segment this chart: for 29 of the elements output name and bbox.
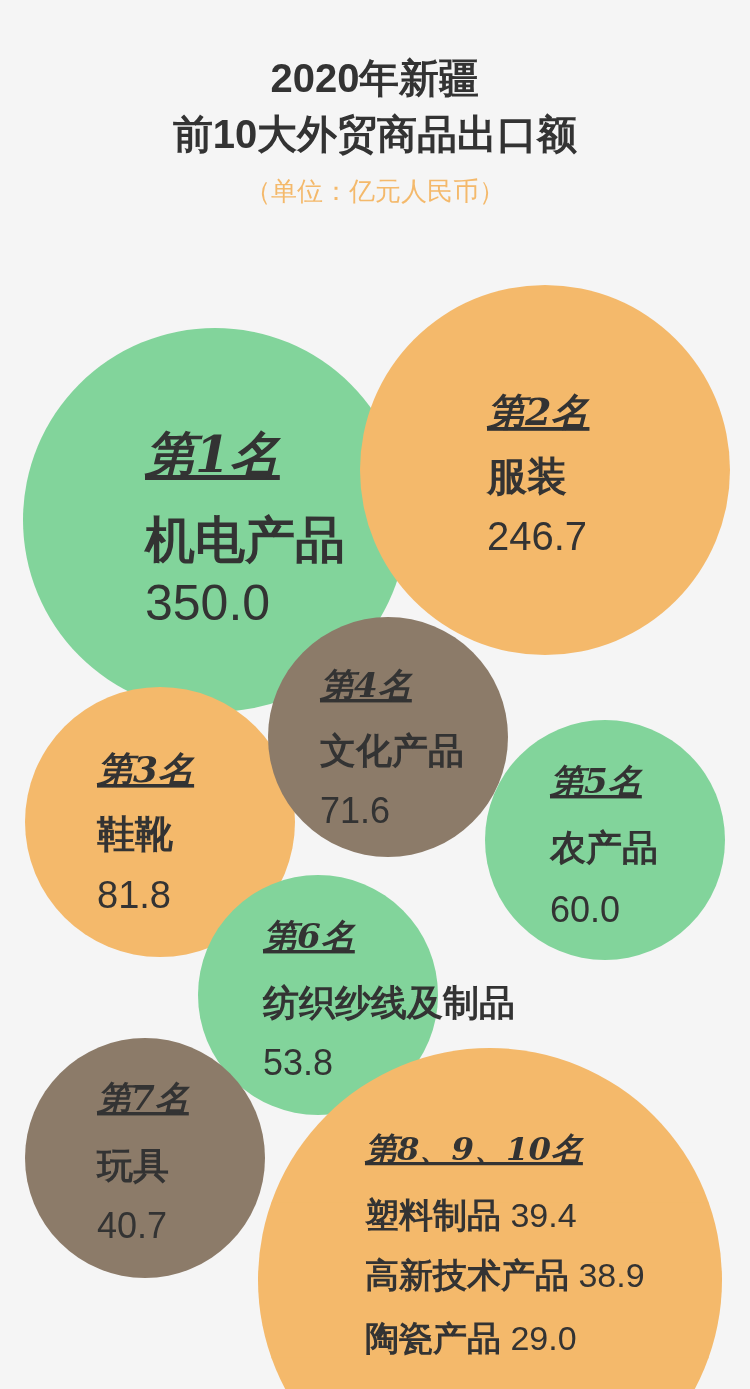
category-label: 机电产品 [143,512,345,568]
category-label: 陶瓷产品 [365,1319,501,1357]
category-label: 服装 [486,454,567,498]
data-label: 71.6 [320,790,391,831]
data-label: 53.8 [263,1042,334,1083]
data-label: 38.9 [569,1256,645,1294]
text: 第8、9、10名 [364,1130,585,1168]
category-label: 玩具 [95,1145,169,1186]
text: 第1名 [144,425,282,484]
category-label: 塑料制品 [364,1196,501,1234]
data-label: 246.7 [487,514,588,558]
text: 第5名 [549,761,643,801]
category-label: 农产品 [549,827,658,868]
data-label: 29.0 [501,1319,577,1357]
text: 第2名 [486,389,591,434]
data-label: 60.0 [550,889,621,930]
data-label: 81.8 [97,874,171,916]
text: 第3名 [96,748,196,791]
data-label: 39.4 [501,1196,577,1234]
category-label: 鞋靴 [96,813,173,855]
category-label: 高新技术产品 [365,1256,569,1294]
text: 第4名 [319,665,413,705]
text: 2020年新疆前10大外贸商品出口额 [171,55,579,158]
data-label: 350.0 [145,575,271,631]
text: 第7名 [96,1078,190,1118]
data-label: 40.7 [97,1205,168,1246]
category-label: 文化产品 [320,730,464,771]
text: 第6名 [262,916,356,956]
text: （单位：亿元人民币） [244,175,506,208]
